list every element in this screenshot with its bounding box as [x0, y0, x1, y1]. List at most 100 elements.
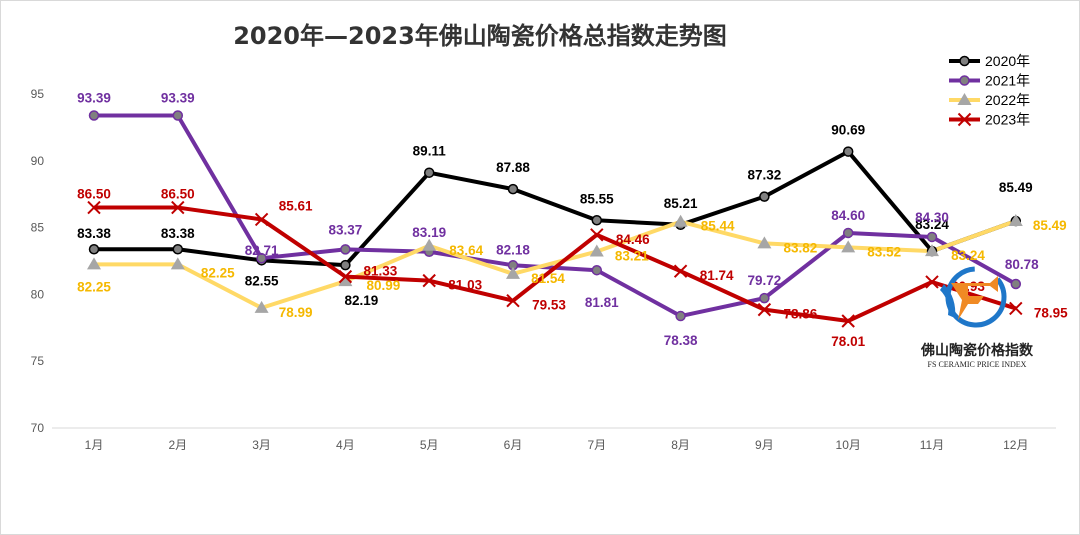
x-tick-label: 5月: [420, 438, 439, 452]
logo-english-text: FS CERAMIC PRICE INDEX: [928, 360, 1027, 369]
x-tick-label: 11月: [920, 438, 944, 452]
legend-item: 2022年: [949, 92, 1030, 108]
plot-area: [87, 110, 1023, 328]
series-point-1: [172, 243, 184, 255]
legend-item: 2021年: [949, 73, 1030, 89]
series-point-2: [926, 231, 938, 243]
x-tick-label: 9月: [755, 438, 774, 452]
series-point-2: [340, 244, 351, 255]
x-tick-label: 1月: [85, 438, 104, 452]
series-point-1: [591, 215, 603, 226]
data-label: 83.21: [615, 249, 649, 264]
series-point-2: [1010, 278, 1022, 290]
data-label: 85.55: [580, 191, 614, 206]
data-label: 80.78: [1005, 257, 1039, 272]
series-point-2: [172, 110, 184, 121]
data-label: 93.39: [77, 91, 111, 106]
logo-chinese-text: 佛山陶瓷价格指数: [920, 342, 1034, 359]
data-label: 79.72: [748, 273, 782, 288]
y-tick-label: 75: [31, 354, 45, 368]
y-tick-label: 95: [31, 87, 45, 101]
data-label: 85.49: [1033, 218, 1067, 233]
data-label: 83.24: [915, 217, 949, 232]
data-label: 78.38: [664, 333, 698, 348]
data-label: 84.60: [831, 208, 865, 223]
data-label: 78.01: [831, 334, 865, 349]
legend-label: 2021年: [985, 73, 1030, 89]
data-label: 82.19: [345, 293, 379, 308]
series-point-3: [422, 238, 437, 251]
y-tick-label: 80: [31, 287, 45, 301]
series-point-1: [507, 183, 519, 195]
data-label: 82.25: [77, 279, 111, 294]
series-point-2: [842, 227, 854, 239]
series-point-4: [171, 200, 185, 215]
data-label: 83.38: [77, 226, 111, 241]
data-label: 83.38: [161, 226, 195, 241]
legend-label: 2022年: [985, 92, 1030, 108]
series-point-3: [87, 257, 101, 270]
x-tick-label: 12月: [1003, 438, 1028, 452]
data-label: 81.54: [531, 271, 565, 286]
series-point-3: [925, 244, 939, 257]
data-label: 84.30: [915, 210, 949, 225]
data-label: 86.50: [77, 187, 111, 202]
data-label: 83.52: [867, 244, 901, 259]
series-point-3: [254, 300, 269, 313]
series-point-4: [925, 275, 939, 289]
chart-title: 2020年—2023年佛山陶瓷价格总指数走势图: [233, 22, 727, 50]
data-label: 85.61: [279, 198, 313, 213]
legend-label: 2020年: [985, 53, 1030, 69]
series-point-4: [673, 264, 688, 278]
logo-arrow-icon: [951, 276, 998, 320]
data-label: 85.21: [664, 196, 698, 211]
data-label: 82.71: [245, 243, 279, 258]
legend-item: 2023年: [949, 112, 1030, 128]
data-label: 86.50: [161, 187, 195, 202]
legend-marker: [957, 93, 972, 105]
data-label: 81.33: [364, 264, 398, 279]
data-label: 78.86: [784, 307, 818, 322]
data-label: 81.81: [585, 295, 619, 310]
series-point-2: [675, 310, 686, 322]
x-axis: 1月 2月 3月 4月 5月 6月 7月 8月 9月 10月 11月 12月: [52, 427, 1056, 452]
legend: 2020年 2021年 2022年 2023年: [949, 53, 1030, 128]
data-label: 83.19: [412, 225, 446, 240]
x-tick-label: 4月: [336, 438, 355, 452]
series-point-3: [170, 257, 185, 270]
data-label: 81.03: [448, 278, 482, 293]
data-label: 90.69: [831, 123, 865, 138]
data-label: 79.53: [532, 298, 566, 313]
series-point-3: [1008, 214, 1023, 227]
data-label: 83.64: [449, 243, 483, 258]
data-label: 81.74: [700, 268, 734, 283]
x-tick-label: 2月: [168, 438, 187, 452]
legend-marker: [959, 75, 970, 86]
series-line-4: [94, 205, 1017, 323]
data-label: 93.39: [161, 91, 195, 106]
data-label: 82.18: [496, 242, 530, 257]
data-label: 83.82: [784, 240, 818, 255]
data-label: 83.24: [951, 248, 985, 263]
series-point-3: [757, 236, 772, 249]
series-point-4: [841, 314, 855, 328]
data-label: 85.44: [701, 219, 735, 234]
logo-swoosh-icon: [940, 284, 956, 318]
x-tick-label: 10月: [836, 438, 861, 452]
series-line-3: [94, 219, 1017, 310]
legend-marker: [959, 55, 970, 67]
y-tick-label: 85: [31, 221, 45, 235]
series-point-1: [759, 191, 770, 202]
legend-marker: [957, 112, 972, 127]
y-tick-label: 90: [31, 154, 45, 168]
series-point-4: [254, 212, 269, 227]
x-tick-label: 7月: [587, 438, 606, 452]
series-line-1: [94, 149, 1017, 268]
data-label: 89.11: [413, 144, 447, 159]
series-point-2: [256, 252, 267, 264]
y-tick-label: 70: [31, 421, 45, 435]
series-point-4: [1009, 301, 1023, 316]
data-label: 82.25: [201, 265, 235, 280]
series-point-1: [88, 243, 100, 255]
